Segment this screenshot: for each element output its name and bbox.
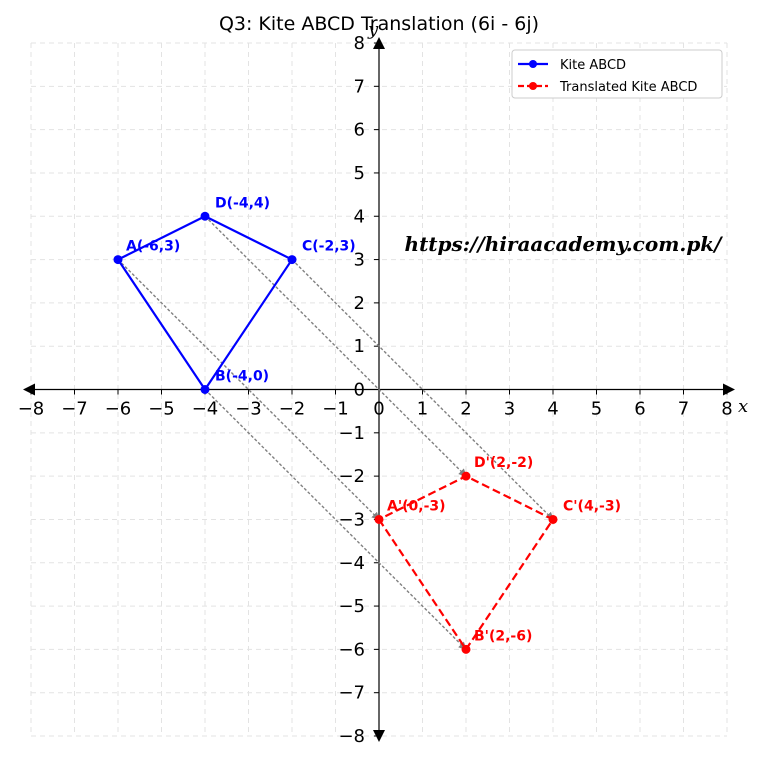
x-tick-label: 2 [460, 399, 471, 420]
x-axis-arrow-right [723, 383, 735, 396]
y-tick-label: −7 [338, 683, 365, 704]
data-point [461, 471, 471, 481]
x-tick-label: 1 [417, 399, 428, 420]
legend-box [511, 49, 723, 99]
y-tick-label: 4 [354, 206, 365, 227]
data-point [200, 211, 210, 221]
y-tick-label: 8 [354, 33, 365, 54]
data-point [461, 644, 471, 654]
x-tick-label: 6 [634, 399, 645, 420]
x-axis-arrow-left [23, 383, 35, 396]
point-label: C(-2,3) [302, 239, 356, 255]
x-tick-label: −6 [105, 399, 132, 420]
x-tick-label: 7 [678, 399, 689, 420]
y-tick-label: −4 [338, 553, 365, 574]
tick-labels: −8 −7 −6 −5 −4 −3 −2 −1 0 1 2 3 4 5 6 7 8−8−7−6−5−4−3−2−… [18, 33, 733, 747]
y-tick-label: 6 [354, 120, 365, 141]
data-point [287, 255, 297, 265]
y-axis-label: y [367, 19, 379, 40]
y-tick-label: −3 [338, 509, 365, 530]
x-tick-label: 4 [547, 399, 558, 420]
data-point [200, 385, 210, 394]
y-tick-label: −8 [338, 726, 365, 747]
x-tick-label: 5 [591, 399, 602, 420]
point-label: A(-6,3) [126, 239, 180, 255]
y-tick-label: 3 [354, 250, 365, 271]
x-tick-label: −2 [279, 399, 306, 420]
point-label: C'(4,-3) [563, 498, 621, 514]
legend-label-translated: Translated Kite ABCD [559, 80, 697, 95]
y-tick-label: 0 [354, 380, 365, 401]
translation-arrow [204, 389, 467, 651]
watermark-text: https://hiraacademy.com.pk/ [405, 232, 724, 256]
translation-arrow [204, 215, 467, 477]
x-tick-label: −1 [322, 399, 349, 420]
point-label: B'(2,-6) [474, 628, 532, 644]
x-axis-label: x [738, 396, 748, 417]
x-tick-label: 3 [504, 399, 515, 420]
chart-title: Q3: Kite ABCD Translation (6i - 6j) [219, 13, 539, 35]
x-tick-label: −3 [235, 399, 262, 420]
legend-marker-translated [529, 82, 537, 90]
y-tick-label: −1 [338, 423, 365, 444]
x-tick-label: 0 [373, 399, 384, 420]
x-tick-label: −8 [18, 399, 45, 420]
translation-arrow [291, 259, 554, 521]
data-point [374, 514, 384, 524]
legend-marker-kite [529, 60, 537, 68]
y-tick-label: −5 [338, 596, 365, 617]
y-tick-label: 2 [354, 293, 365, 314]
point-label: D(-4,4) [215, 195, 270, 211]
data-point [113, 255, 123, 265]
data-point [548, 514, 558, 524]
y-tick-label: 7 [354, 76, 365, 97]
y-tick-label: 5 [354, 163, 365, 184]
translation-arrows [117, 215, 554, 651]
x-tick-label: −7 [61, 399, 88, 420]
legend-label-kite: Kite ABCD [560, 58, 626, 73]
x-tick-label: −5 [148, 399, 175, 420]
point-label: B(-4,0) [215, 369, 269, 385]
legend: Kite ABCD Translated Kite ABCD [511, 49, 723, 99]
translation-arrow [117, 259, 380, 521]
x-tick-label: 8 [721, 399, 732, 420]
point-label: D'(2,-2) [474, 455, 533, 471]
point-label: A'(0,-3) [387, 498, 446, 514]
y-tick-label: −6 [338, 639, 365, 660]
y-tick-label: −2 [338, 466, 365, 487]
data-series: A(-6,3) B(-4,0) C(-2,3) D(-4,4) A'(0,-3) B'(2… [113, 195, 621, 654]
y-tick-label: 1 [354, 336, 365, 357]
x-tick-label: −4 [192, 399, 219, 420]
